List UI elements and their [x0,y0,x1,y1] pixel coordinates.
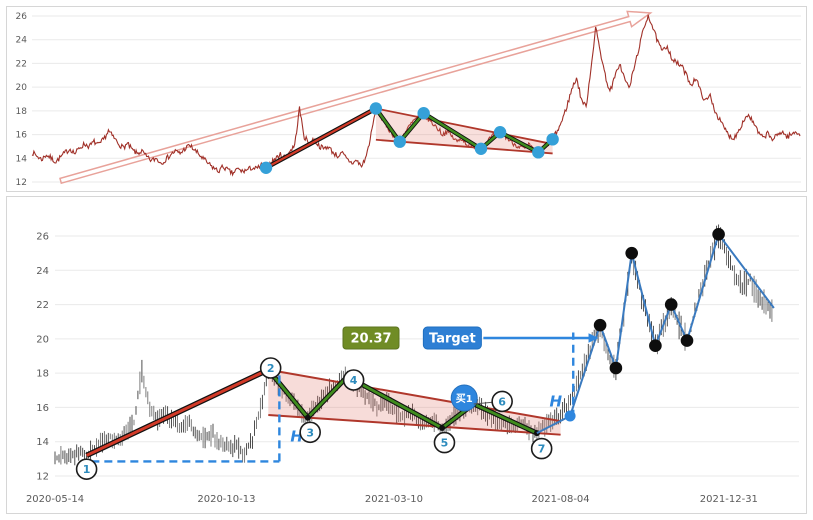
swing-dot [417,107,430,120]
svg-text:Target: Target [429,332,476,347]
black-swing-dot [609,361,623,375]
zigzag-line [267,368,538,435]
numbered-markers: 1 2 3 4 5 6 7 [75,357,553,480]
svg-text:7: 7 [538,443,546,456]
top-y-axis-labels: 12 14 16 18 20 22 24 26 [16,12,28,188]
rally-line [536,233,775,434]
numbered-marker-2: 2 [259,357,282,379]
swing-dot [393,135,406,148]
black-swing-dot [712,227,725,241]
x-tick-label: 2021-12-31 [700,494,758,505]
swing-dot [369,102,383,115]
y-tick-label: 22 [16,59,27,69]
x-tick-label: 2021-08-04 [532,494,590,505]
black-swing-dot [625,246,638,260]
price-target-label: 20.37 [342,326,400,350]
black-swing-dot [664,298,678,311]
svg-text:2: 2 [267,362,275,375]
black-swing-dot [649,339,662,353]
y-tick-label: 24 [16,36,28,46]
numbered-marker-5: 5 [433,431,456,454]
swing-dots [259,102,559,174]
swing-dot [259,161,273,174]
target-label: Target [422,326,482,350]
top-overview-chart: 12 14 16 18 20 22 24 26 [6,6,807,192]
x-tick-label: 2021-03-10 [365,494,423,505]
y-tick-label: 20 [36,334,49,345]
y-tick-label: 16 [36,403,49,414]
bottom-panel-border [6,196,807,514]
numbered-marker-4: 4 [342,369,365,391]
flag-pole [265,107,377,169]
black-swing-dot [680,334,694,347]
target-arrowhead-icon [588,333,599,343]
x-tick-label: 2020-10-13 [197,494,255,505]
numbered-marker-3: 3 [299,421,321,444]
price-line [31,14,801,177]
y-tick-label: 18 [36,369,49,380]
flag-pole [85,368,269,457]
measure2-h-label: H [550,393,563,411]
y-tick-label: 12 [36,472,49,483]
y-tick-label: 12 [16,178,27,188]
bottom-y-axis-labels: 12 14 16 18 20 22 24 26 [36,232,49,483]
channel-upper-line [268,368,561,423]
breakout-dot [564,410,576,422]
svg-text:20.37: 20.37 [350,332,391,347]
buy-marker: 买1 [450,384,478,412]
channel-upper-line [375,107,553,145]
svg-text:6: 6 [498,395,506,408]
rally-swing-dots [593,227,725,375]
bottom-x-axis-labels: 2020-05-14 2020-10-13 2021-03-10 2021-08-04… [26,494,758,505]
y-tick-label: 14 [36,437,49,448]
vertex-dot [304,414,311,421]
svg-text:5: 5 [441,437,449,450]
y-tick-label: 24 [36,266,49,277]
numbered-marker-1: 1 [75,458,98,480]
svg-text:3: 3 [306,426,314,439]
svg-text:1: 1 [83,463,91,476]
top-gridlines [32,15,801,183]
numbered-marker-6: 6 [491,390,513,413]
swing-dot [532,146,545,159]
swing-dot [493,126,507,139]
black-swing-dot [593,318,607,332]
x-tick-label: 2020-05-14 [26,494,84,505]
vertex-dot [439,425,446,431]
y-tick-label: 20 [16,83,28,93]
y-tick-label: 18 [16,107,28,117]
top-panel-border [6,6,807,192]
svg-text:买1: 买1 [456,393,473,405]
y-tick-label: 14 [16,154,28,164]
swing-dot [474,142,488,155]
y-tick-label: 16 [16,131,28,141]
channel-lower-line [268,413,561,436]
svg-text:4: 4 [350,374,358,387]
swing-dot [546,133,559,146]
y-tick-label: 26 [36,232,49,243]
numbered-marker-7: 7 [530,437,553,460]
trend-arrow [59,10,653,185]
y-tick-label: 22 [36,300,49,311]
y-tick-label: 26 [16,12,28,22]
